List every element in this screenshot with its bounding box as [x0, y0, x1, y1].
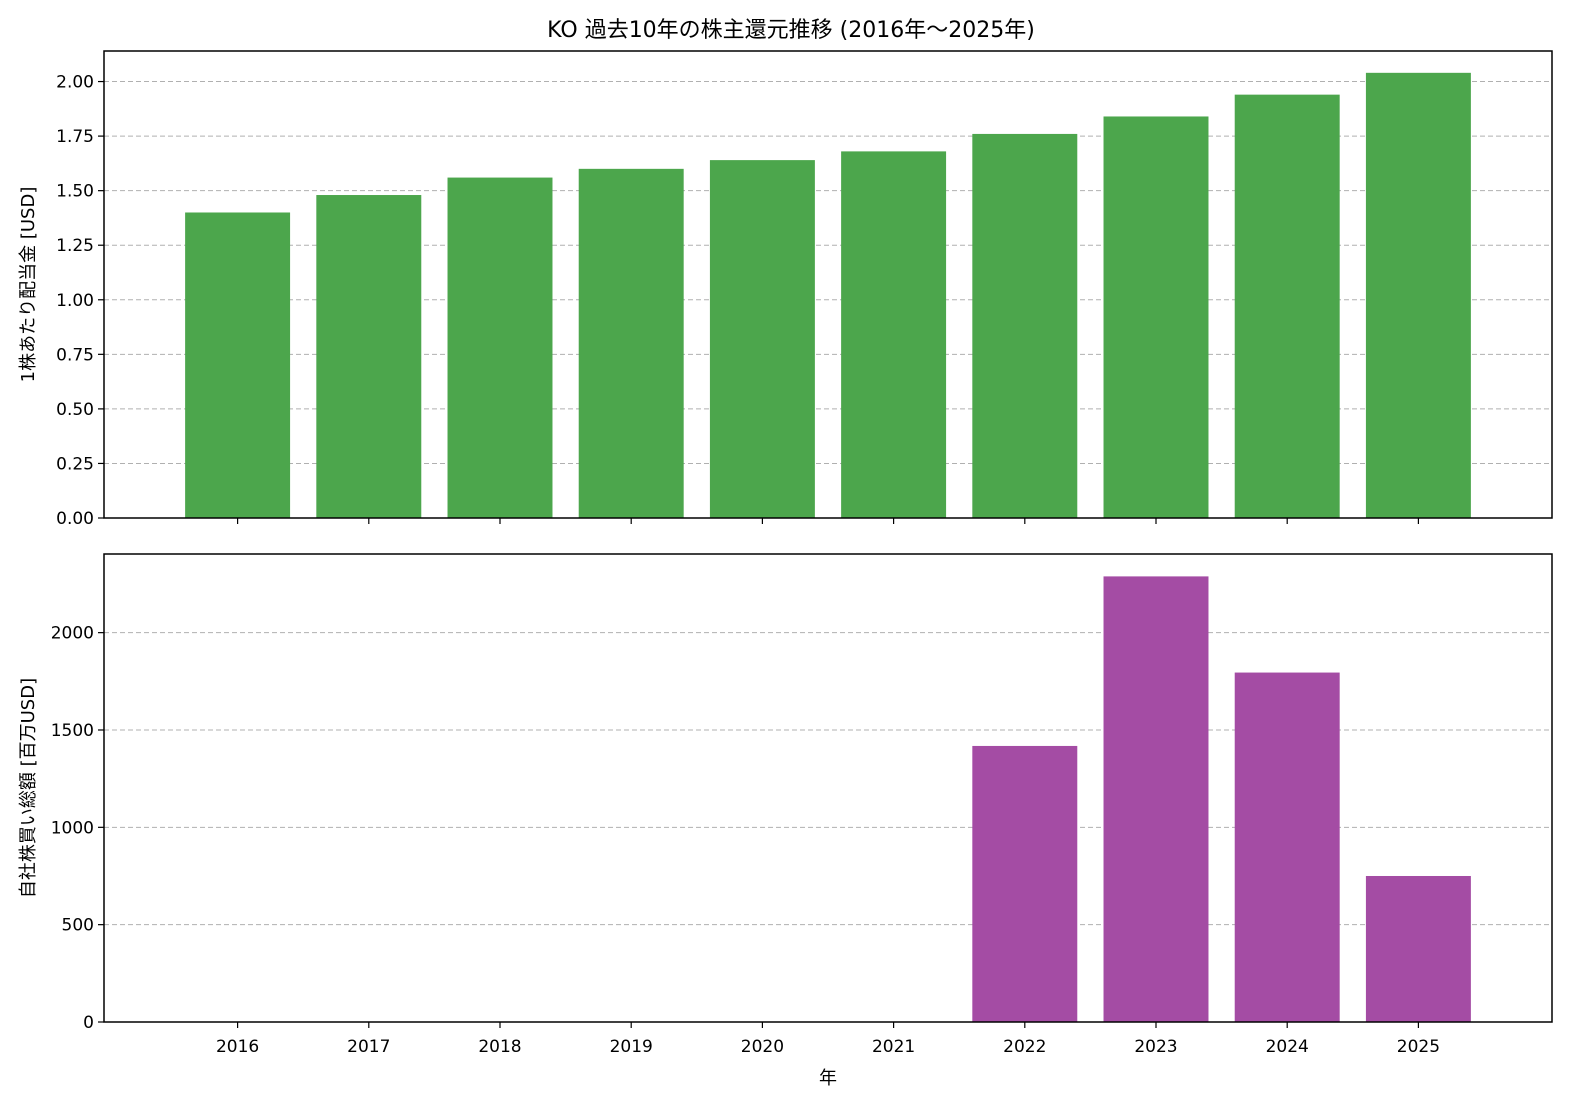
bar-2025: [1365, 72, 1471, 518]
y-tick-label: 1.50: [56, 182, 94, 202]
bar-2018: [447, 177, 553, 518]
axes-frame: [103, 553, 1553, 1023]
y-tick-label: 2000: [51, 624, 94, 644]
y-tick-label: 2.00: [56, 73, 94, 93]
bar-2023: [1103, 576, 1209, 1022]
y-axis-label: 1株あたり配当金 [USD]: [18, 187, 39, 383]
y-tick-label: 1.25: [56, 236, 94, 256]
x-tick-label: 2019: [610, 1037, 653, 1057]
y-tick-label: 1000: [51, 818, 94, 838]
x-tick-label: 2018: [478, 1037, 521, 1057]
bar-2016: [185, 212, 291, 519]
dividend-panel: 0.00 0.25 0.50 0.75 1.00 1.25 1.50 1.75 2.00 1株あた…: [18, 50, 1553, 529]
bar-2024: [1234, 672, 1340, 1022]
chart-title: KO 過去10年の株主還元推移 (2016年〜2025年): [547, 18, 1035, 43]
bar-2020: [709, 160, 815, 518]
bar-2019: [578, 168, 684, 518]
buyback-panel: 0 500 1000 1500 2000 2016 2017 2018 2019 2020 2021…: [18, 553, 1553, 1089]
x-tick-label: 2020: [741, 1037, 784, 1057]
x-tick-label: 2024: [1266, 1037, 1309, 1057]
axes-frame: [103, 50, 1553, 519]
y-tick-label: 500: [62, 916, 94, 936]
x-tick-label: 2022: [1003, 1037, 1046, 1057]
bar-2025: [1365, 875, 1471, 1022]
x-tick-label: 2023: [1134, 1037, 1177, 1057]
y-tick-label: 0.00: [56, 509, 94, 529]
bar-2024: [1234, 94, 1340, 518]
x-tick-label: 2021: [872, 1037, 915, 1057]
y-axis-label: 自社株買い総額 [百万USD]: [18, 678, 39, 898]
y-tick-label: 0.75: [56, 345, 94, 365]
y-tick-label: 1.75: [56, 127, 94, 147]
bar-2022: [972, 133, 1078, 518]
bar-2023: [1103, 116, 1209, 519]
y-tick-label: 1.00: [56, 291, 94, 311]
bar-2017: [316, 195, 422, 519]
y-tick-label: 0: [83, 1013, 94, 1033]
x-tick-label: 2025: [1397, 1037, 1440, 1057]
x-tick-label: 2016: [216, 1037, 259, 1057]
y-tick-label: 0.50: [56, 400, 94, 420]
y-tick-label: 0.25: [56, 454, 94, 474]
x-tick-label: 2017: [347, 1037, 390, 1057]
y-tick-label: 1500: [51, 721, 94, 741]
bar-2021: [841, 151, 947, 518]
bar-2022: [972, 745, 1078, 1022]
x-axis-label: 年: [819, 1068, 837, 1089]
